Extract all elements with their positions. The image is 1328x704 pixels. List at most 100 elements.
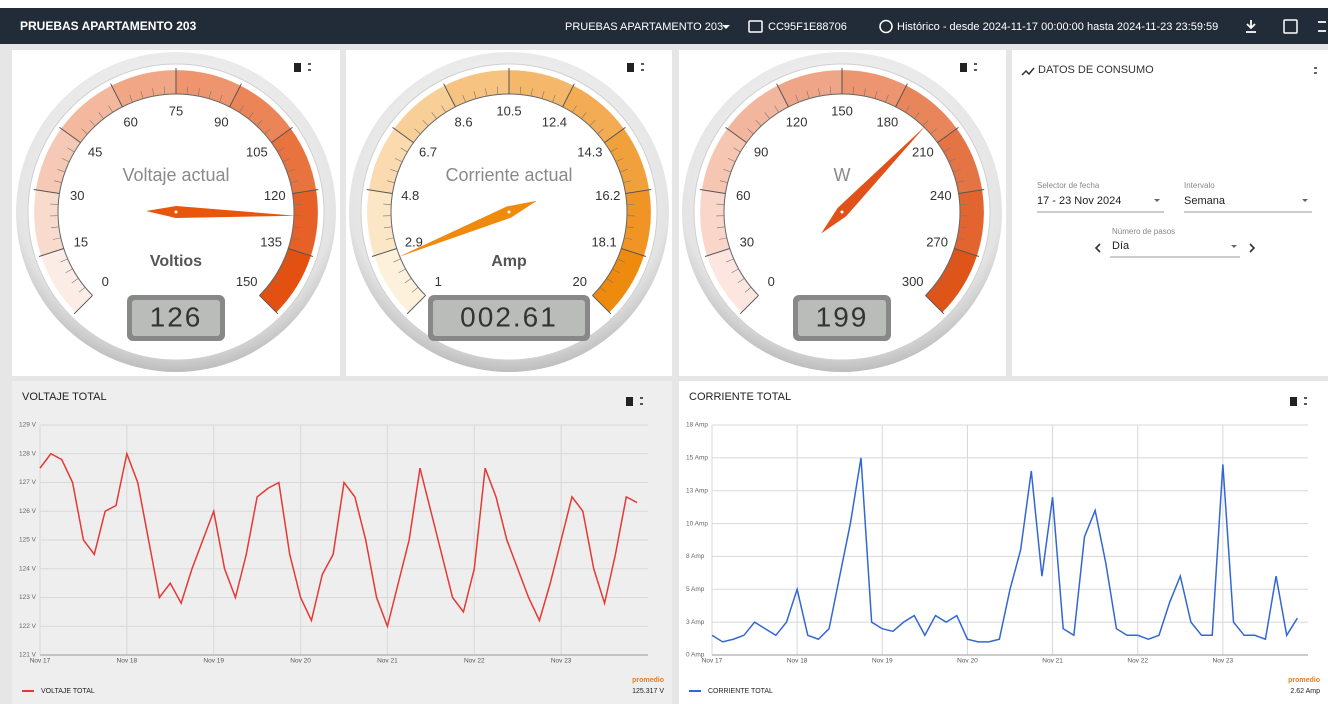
export-icon[interactable] [627, 63, 634, 72]
avg-value: 2.62 Amp [1290, 688, 1320, 695]
gauge-minor-tick [496, 86, 499, 95]
y-tick-label: 3 Amp [686, 619, 705, 626]
gauge-minor-tick [386, 180, 395, 183]
gauge-minor-tick [67, 147, 75, 153]
gauge-minor-tick [279, 268, 287, 273]
gauge: 0 30 60 90 120 150 180 210 240 270 300 W 199 [682, 52, 1002, 372]
gauge-minor-tick [541, 90, 545, 99]
gauge-tick-label: 0 [102, 274, 109, 289]
legend-label: VOLTAJE TOTAL [41, 688, 95, 695]
y-tick-label: 129 V [19, 422, 37, 429]
entity-selector[interactable]: PRUEBAS APARTAMENTO 203 [565, 21, 723, 33]
gauge-minor-tick [589, 119, 596, 127]
gauge-minor-tick [53, 180, 62, 183]
gauge-minor-tick [398, 268, 406, 273]
fullscreen-icon[interactable] [1314, 67, 1317, 74]
gauge-minor-tick [615, 158, 624, 163]
date-value[interactable]: 17 - 23 Nov 2024 [1037, 195, 1121, 207]
gauge-minor-tick [952, 169, 961, 173]
gauge-tick [288, 247, 314, 257]
x-tick-label: Nov 21 [1042, 658, 1063, 665]
x-tick-label: Nov 20 [957, 658, 978, 665]
x-tick-label: Nov 20 [290, 658, 311, 665]
gauge-minor-tick [744, 286, 752, 293]
gauge-tick-label: 105 [246, 145, 268, 160]
gauge-minor-tick [277, 147, 285, 153]
gauge-minor-tick [152, 88, 155, 97]
fullscreen-icon[interactable] [641, 63, 644, 71]
fullscreen-icon[interactable] [308, 63, 311, 71]
gauge-tick-label: 4.8 [401, 188, 419, 203]
gauge-minor-tick [755, 119, 762, 127]
gauge-tick [33, 188, 60, 195]
gauge-minor-tick [733, 147, 741, 153]
gauge-minor-tick [393, 258, 401, 263]
gauge-tick-label: 15 [74, 234, 88, 249]
y-tick-label: 128 V [19, 450, 37, 457]
export-icon[interactable] [1290, 397, 1297, 406]
gauge-tick [895, 83, 908, 108]
gauge-minor-tick [286, 169, 295, 173]
device-id[interactable]: CC95F1E88706 [768, 21, 847, 33]
gauge-tick-label: 10.5 [496, 103, 521, 118]
clock-icon [879, 19, 893, 34]
dropdown-arrow [1154, 199, 1160, 202]
lcd-screen [433, 300, 585, 336]
gauge-minor-tick [723, 169, 732, 173]
panel [679, 381, 1328, 704]
gauge-minor-tick [731, 268, 739, 273]
gauge-minor-tick [597, 128, 604, 135]
gauge-tick-label: 18.1 [591, 234, 616, 249]
consumo-title: DATOS DE CONSUMO [1038, 64, 1154, 76]
gauge-minor-tick [290, 180, 299, 183]
gauge-minor-tick [282, 158, 291, 163]
interval-value[interactable]: Semana [1184, 195, 1226, 207]
consumo-widget: DATOS DE CONSUMO Selector de fecha 17 - … [1021, 64, 1317, 258]
gauge-tick-label: 210 [912, 145, 934, 160]
prev-button[interactable] [1094, 243, 1101, 253]
next-button[interactable] [1249, 243, 1256, 253]
trend-icon [1021, 67, 1035, 76]
gauge-minor-tick [719, 180, 728, 183]
gauge-tick-label: 180 [877, 114, 899, 129]
fullscreen-icon[interactable] [1283, 19, 1298, 34]
gauge-arc [390, 93, 628, 296]
gauge-minor-tick [716, 226, 725, 229]
gauge-minor-tick [904, 105, 910, 113]
gauge-tick [406, 295, 426, 315]
y-tick-label: 8 Amp [686, 553, 705, 560]
export-icon[interactable] [294, 63, 301, 72]
gauge-minor-tick [945, 268, 953, 273]
top-bar [0, 8, 1328, 44]
gauge-minor-tick [943, 147, 951, 153]
gauge-tick-label: 1 [435, 274, 442, 289]
gauge-minor-tick [939, 278, 947, 284]
fullscreen-icon[interactable] [974, 63, 977, 71]
legend-label: CORRIENTE TOTAL [708, 688, 773, 695]
gauge-tick [562, 83, 575, 108]
gauge-minor-tick [619, 169, 628, 173]
fullscreen-icon[interactable] [1304, 397, 1307, 405]
gauge-minor-tick [248, 112, 254, 119]
gauge-minor-tick [383, 203, 392, 205]
gauge-tick-label: 150 [831, 103, 853, 118]
steps-value[interactable]: Día [1112, 240, 1130, 252]
download-icon[interactable] [1246, 20, 1256, 33]
gauge-minor-tick [208, 90, 212, 99]
export-icon[interactable] [626, 397, 633, 406]
gauge-minor-tick [394, 158, 403, 163]
x-tick-label: Nov 22 [1127, 658, 1148, 665]
fullscreen-icon[interactable] [640, 397, 643, 405]
gauge-minor-tick [571, 105, 577, 113]
device-icon [748, 20, 763, 33]
export-icon[interactable] [960, 63, 967, 72]
history-range[interactable]: Histórico - desde 2024-11-17 00:00:00 ha… [897, 21, 1218, 33]
gauge-minor-tick [266, 286, 274, 293]
more-icon[interactable] [1318, 21, 1326, 32]
gauge-minor-tick [874, 90, 878, 99]
data-line [39, 451, 638, 629]
gauge-tick-label: 90 [214, 114, 228, 129]
gauge-minor-tick [383, 226, 392, 229]
gauge-tick-label: 60 [123, 114, 137, 129]
